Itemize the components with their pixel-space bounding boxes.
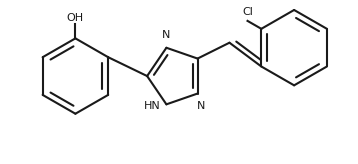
Text: OH: OH [67,12,84,22]
Text: HN: HN [144,101,160,111]
Text: Cl: Cl [242,7,253,17]
Text: N: N [197,102,205,112]
Text: N: N [162,30,170,40]
